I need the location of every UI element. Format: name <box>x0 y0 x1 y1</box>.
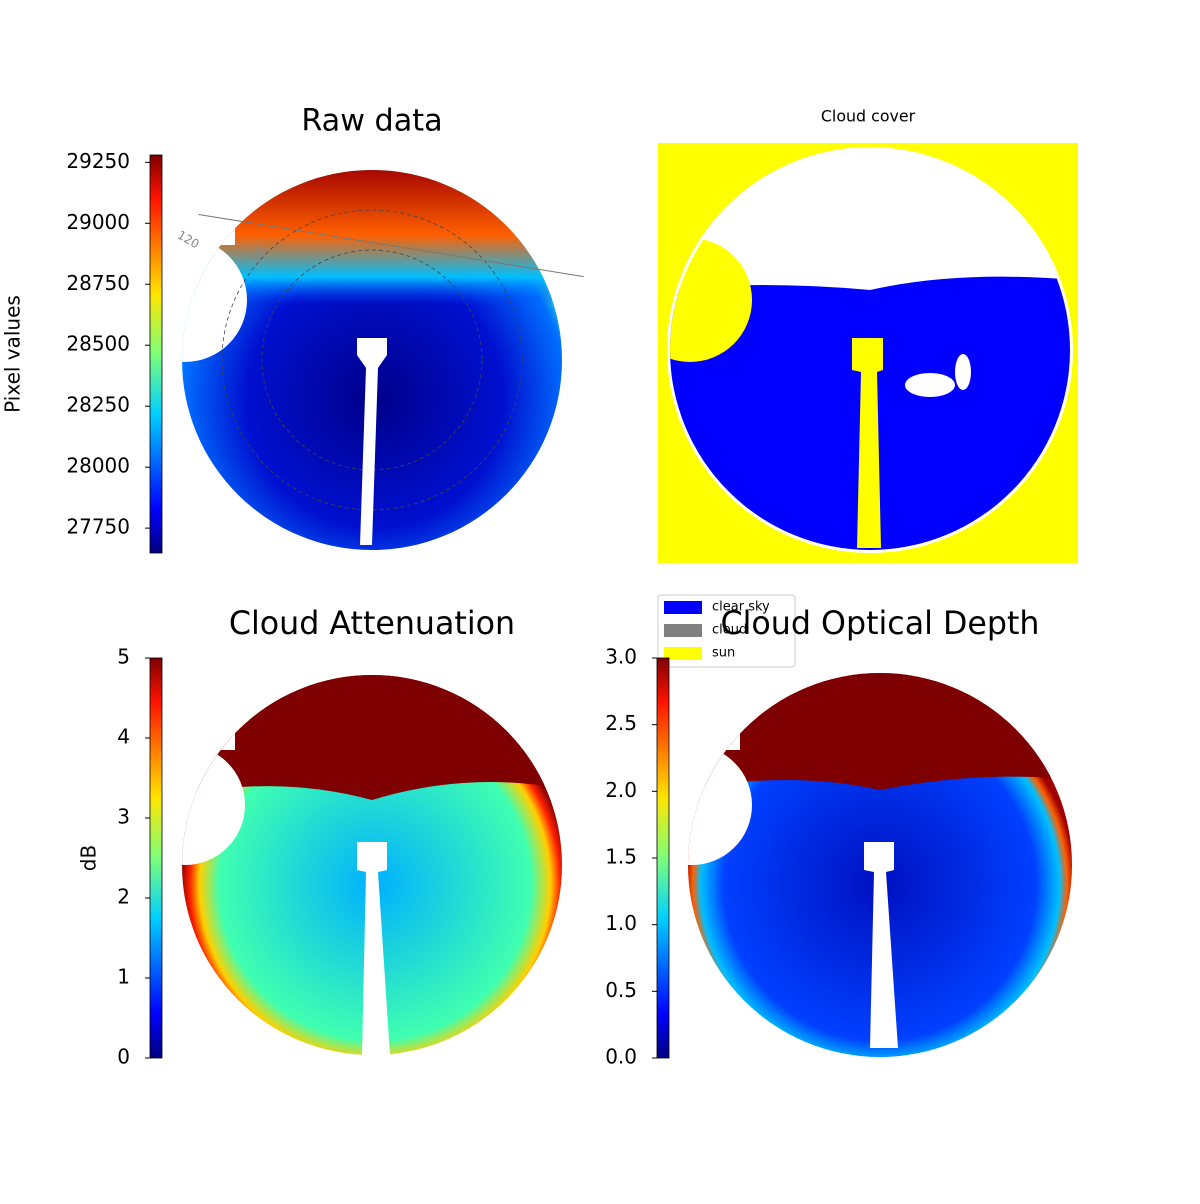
legend-swatch <box>664 647 702 660</box>
chart-title: Cloud cover <box>821 107 916 126</box>
colorbar-tick-label: 27750 <box>66 515 130 539</box>
colorbar-tick-label: 28250 <box>66 393 130 417</box>
colorbar-tick-label: 5 <box>117 645 130 669</box>
colorbar-tick-label: 3 <box>117 805 130 829</box>
colorbar-tick-label: 1.0 <box>605 911 637 935</box>
colorbar-tick-label: 28000 <box>66 454 130 478</box>
colorbar-label: dB <box>77 845 101 871</box>
colorbar-tick-label: 1 <box>117 965 130 989</box>
legend-swatch <box>664 601 702 614</box>
colorbar-tick-label: 0.5 <box>605 978 637 1002</box>
colorbar-tick-label: 2.0 <box>605 778 637 802</box>
colorbar-tick-label: 28500 <box>66 332 130 356</box>
chart-title: Cloud Optical Depth <box>721 606 1040 642</box>
legend-label: clear sky <box>712 600 770 615</box>
polar-label: 120 <box>175 228 202 252</box>
colorbar-tick-label: 0 <box>117 1045 130 1069</box>
colorbar <box>149 657 163 1059</box>
colorbar-tick-label: 2.5 <box>605 711 637 735</box>
legend-label: sun <box>712 646 735 661</box>
colorbar-tick-label: 3.0 <box>605 645 637 669</box>
legend-label: cloud <box>712 623 747 638</box>
colorbar-tick-label: 29250 <box>66 149 130 173</box>
legend: clear sky cloud sun <box>657 594 796 668</box>
colorbar-tick-label: 28750 <box>66 271 130 295</box>
raw-image <box>182 170 584 550</box>
colorbar-tick-label: 4 <box>117 725 130 749</box>
optical-depth-image <box>688 673 1072 1057</box>
legend-swatch <box>664 624 702 637</box>
attenuation-image <box>182 675 562 1055</box>
chart-title: Cloud Attenuation <box>229 606 515 642</box>
colorbar-label: Pixel values <box>1 295 25 413</box>
colorbar-tick-label: 2 <box>117 885 130 909</box>
cloud-cover-image <box>658 143 1078 563</box>
colorbar <box>656 657 670 1059</box>
colorbar-tick-label: 1.5 <box>605 845 637 869</box>
colorbar-tick-label: 0.0 <box>605 1045 637 1069</box>
colorbar <box>149 154 163 554</box>
colorbar-tick-label: 29000 <box>66 210 130 234</box>
chart-title: Raw data <box>301 104 442 139</box>
